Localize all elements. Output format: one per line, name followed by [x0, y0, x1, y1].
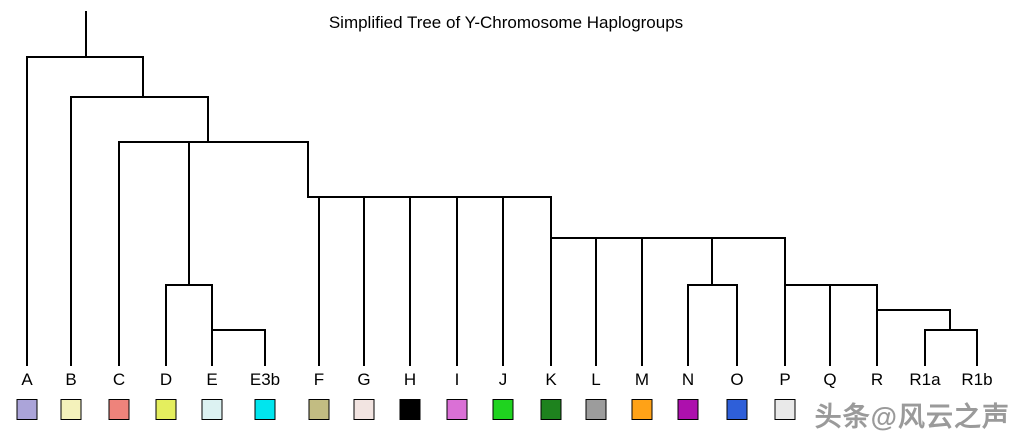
leaf-label-O: O — [730, 370, 744, 389]
color-swatch-H — [399, 399, 421, 420]
color-swatch-P — [774, 399, 796, 420]
leaf-label-K: K — [545, 370, 557, 389]
leaf-label-H: H — [403, 370, 417, 389]
leaf-label-L: L — [591, 370, 601, 389]
leaf-label-R: R — [870, 370, 884, 389]
leaf-label-I: I — [454, 370, 460, 389]
chart-title: Simplified Tree of Y-Chromosome Haplogro… — [328, 13, 684, 32]
color-swatch-O — [726, 399, 748, 420]
leaf-label-Q: Q — [823, 370, 837, 389]
color-swatch-J — [492, 399, 514, 420]
color-swatch-G — [353, 399, 375, 420]
color-swatch-E — [201, 399, 223, 420]
color-swatch-E3b — [254, 399, 276, 420]
leaf-label-E3b: E3b — [249, 370, 281, 389]
color-swatch-B — [60, 399, 82, 420]
leaf-label-D: D — [159, 370, 173, 389]
leaf-label-G: G — [357, 370, 371, 389]
color-swatch-M — [631, 399, 653, 420]
leaf-label-M: M — [634, 370, 650, 389]
color-swatch-N — [677, 399, 699, 420]
color-swatch-F — [308, 399, 330, 420]
color-swatch-K — [540, 399, 562, 420]
watermark: 头条@风云之声 — [814, 402, 1010, 432]
leaf-label-E: E — [206, 370, 218, 389]
color-swatch-A — [16, 399, 38, 420]
leaf-label-C: C — [112, 370, 126, 389]
leaf-label-F: F — [313, 370, 325, 389]
color-swatch-D — [155, 399, 177, 420]
color-swatch-I — [446, 399, 468, 420]
leaf-label-R1b: R1b — [961, 370, 993, 389]
leaf-label-B: B — [65, 370, 77, 389]
color-swatch-C — [108, 399, 130, 420]
leaf-label-N: N — [681, 370, 695, 389]
leaf-label-R1a: R1a — [909, 370, 941, 389]
leaf-label-P: P — [779, 370, 791, 389]
leaf-label-J: J — [498, 370, 508, 389]
leaf-label-A: A — [21, 370, 33, 389]
color-swatch-L — [585, 399, 607, 420]
